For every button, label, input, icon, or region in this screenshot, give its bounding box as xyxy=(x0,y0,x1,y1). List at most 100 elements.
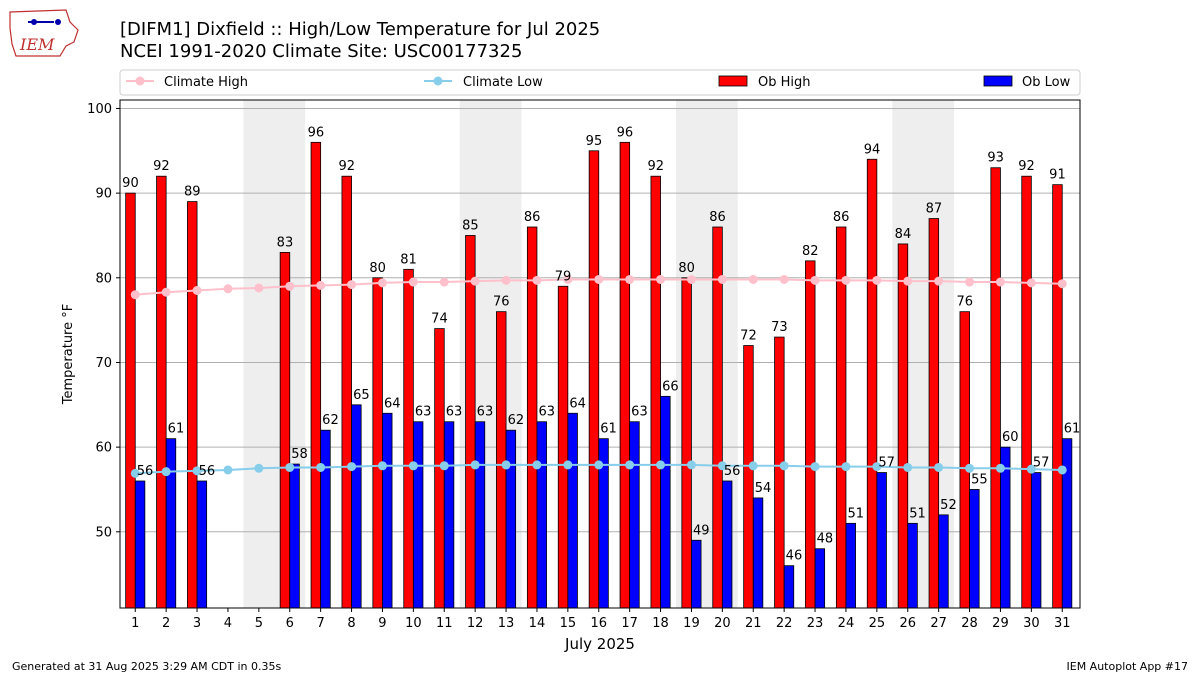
bar-ob-low xyxy=(320,429,331,609)
bar-ob-high xyxy=(681,277,692,609)
climate-lines xyxy=(130,274,1067,478)
label-ob-low: 63 xyxy=(538,405,555,420)
climate-low-point xyxy=(439,461,449,471)
climate-low-point xyxy=(377,461,387,471)
footer-generated: Generated at 31 Aug 2025 3:29 AM CDT in … xyxy=(12,660,281,673)
x-axis-label: July 2025 xyxy=(564,635,635,653)
climate-low-point xyxy=(748,461,758,471)
y-tick-label: 80 xyxy=(95,271,112,286)
climate-high-point xyxy=(810,275,820,285)
label-ob-high: 73 xyxy=(771,320,788,335)
label-ob-high: 80 xyxy=(369,261,386,276)
chart-subtitle: NCEI 1991-2020 Climate Site: USC00177325 xyxy=(120,41,522,62)
label-ob-low: 58 xyxy=(291,447,308,462)
x-tick-label: 6 xyxy=(286,616,294,631)
x-tick-label: 19 xyxy=(683,616,700,631)
bar-ob-low xyxy=(289,463,300,609)
legend-marker-climate-high xyxy=(135,76,145,86)
x-tick-label: 21 xyxy=(745,616,762,631)
label-ob-low: 51 xyxy=(847,506,864,521)
climate-high-point xyxy=(686,274,696,284)
bar-ob-low xyxy=(412,421,424,609)
x-tick-label: 18 xyxy=(652,616,669,631)
x-tick-label: 28 xyxy=(961,616,978,631)
x-tick-label: 29 xyxy=(992,616,1009,631)
x-tick-label: 13 xyxy=(498,616,515,631)
climate-high-point xyxy=(130,290,140,300)
climate-low-point xyxy=(192,466,202,476)
bar-ob-high xyxy=(619,141,631,609)
climate-high-point xyxy=(1026,278,1036,288)
bar-ob-low xyxy=(134,480,146,609)
bar-ob-high xyxy=(1021,175,1032,609)
y-tick-label: 50 xyxy=(95,525,112,540)
climate-low-point xyxy=(130,468,140,478)
climate-low-point xyxy=(223,465,233,475)
label-ob-low: 64 xyxy=(384,396,401,411)
climate-high-point xyxy=(408,277,418,287)
bar-ob-low xyxy=(876,472,887,609)
bar-ob-high xyxy=(650,175,661,609)
climate-high-point xyxy=(903,276,913,286)
label-ob-high: 87 xyxy=(926,202,943,217)
legend-label-climate-low: Climate Low xyxy=(463,75,543,90)
label-ob-high: 85 xyxy=(462,218,479,233)
label-ob-low: 61 xyxy=(168,422,185,437)
label-ob-high: 92 xyxy=(153,159,170,174)
bar-ob-low xyxy=(474,421,486,609)
bar-ob-low xyxy=(567,412,578,609)
bar-ob-low xyxy=(814,548,826,609)
climate-low-point xyxy=(841,462,851,472)
label-ob-high: 72 xyxy=(740,329,757,344)
bar-ob-high xyxy=(959,311,970,609)
climate-low-point xyxy=(995,463,1005,473)
plot-frame xyxy=(119,99,1081,609)
bar-ob-high xyxy=(990,167,1001,609)
y-axis-label: Temperature °F xyxy=(61,304,76,405)
label-ob-high: 86 xyxy=(524,210,541,225)
bar-ob-low xyxy=(691,539,702,609)
legend-label-climate-high: Climate High xyxy=(164,75,248,90)
label-ob-low: 46 xyxy=(786,549,803,564)
x-tick-label: 20 xyxy=(714,616,731,631)
label-ob-high: 79 xyxy=(555,269,572,284)
climate-low-point xyxy=(810,462,820,472)
climate-low-point xyxy=(903,462,913,472)
climate-low-point xyxy=(1057,465,1067,475)
climate-high-point xyxy=(594,274,604,284)
label-ob-low: 48 xyxy=(817,532,834,547)
bar-ob-low xyxy=(196,480,208,609)
x-tick-label: 27 xyxy=(930,616,947,631)
x-tick-label: 9 xyxy=(378,616,386,631)
legend-item-ob-high: Ob High xyxy=(718,75,811,90)
label-ob-low: 64 xyxy=(569,396,586,411)
climate-low-point xyxy=(532,460,542,470)
x-tick-label: 31 xyxy=(1054,616,1071,631)
climate-high-point xyxy=(995,277,1005,287)
bar-ob-high xyxy=(187,201,198,609)
climate-high-point xyxy=(439,277,449,287)
bar-ob-high xyxy=(897,243,909,609)
climate-high-point xyxy=(316,280,326,290)
label-ob-low: 62 xyxy=(322,413,339,428)
x-tick-label: 5 xyxy=(255,616,263,631)
logo-dot xyxy=(55,19,61,25)
climate-high-point xyxy=(965,277,975,287)
legend-label-ob-high: Ob High xyxy=(758,75,811,90)
x-tick-label: 17 xyxy=(621,616,638,631)
bar-ob-low xyxy=(783,565,795,609)
label-ob-low: 65 xyxy=(353,388,370,403)
climate-low-point xyxy=(161,467,171,477)
climate-low-point xyxy=(470,460,480,470)
bar-ob-low xyxy=(845,522,856,609)
climate-high-point xyxy=(1057,279,1067,289)
climate-high-point xyxy=(872,275,882,285)
climate-high-point xyxy=(501,275,511,285)
label-ob-high: 76 xyxy=(493,295,510,310)
label-ob-low: 51 xyxy=(909,506,926,521)
x-tick-label: 26 xyxy=(899,616,916,631)
label-ob-high: 92 xyxy=(338,159,355,174)
label-ob-high: 94 xyxy=(864,142,881,157)
label-ob-high: 76 xyxy=(956,295,973,310)
